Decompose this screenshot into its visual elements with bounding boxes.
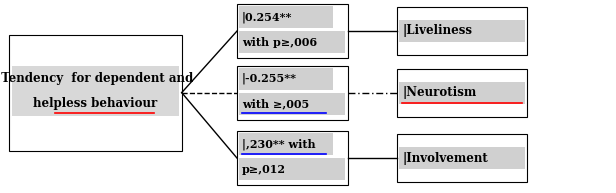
Bar <box>239 93 345 115</box>
Text: |Neurotism: |Neurotism <box>402 86 477 99</box>
Bar <box>12 66 179 91</box>
Bar <box>239 6 333 28</box>
Bar <box>399 147 525 169</box>
Bar <box>399 20 525 42</box>
Text: |Involvement: |Involvement <box>402 152 488 165</box>
Bar <box>399 81 525 104</box>
Bar <box>397 7 527 55</box>
Bar <box>237 66 348 120</box>
Bar <box>239 158 345 180</box>
Text: with p≥,006: with p≥,006 <box>242 37 317 47</box>
Text: |0.254**: |0.254** <box>242 11 293 23</box>
Bar <box>12 91 179 116</box>
Text: |,230** with: |,230** with <box>242 139 316 150</box>
Bar <box>237 4 348 58</box>
Text: with ≥,005: with ≥,005 <box>242 98 309 109</box>
Bar <box>239 68 333 90</box>
Bar <box>237 131 348 185</box>
Text: |Liveliness: |Liveliness <box>402 24 472 37</box>
Text: |Tendency  for dependent and: |Tendency for dependent and <box>0 72 193 85</box>
Bar <box>9 35 182 151</box>
Bar <box>239 31 345 53</box>
Bar <box>397 134 527 182</box>
Bar <box>397 69 527 117</box>
Bar <box>239 133 333 155</box>
Text: helpless behaviour: helpless behaviour <box>33 97 158 110</box>
Text: p≥,012: p≥,012 <box>242 164 286 175</box>
Text: |-0.255**: |-0.255** <box>242 73 297 85</box>
